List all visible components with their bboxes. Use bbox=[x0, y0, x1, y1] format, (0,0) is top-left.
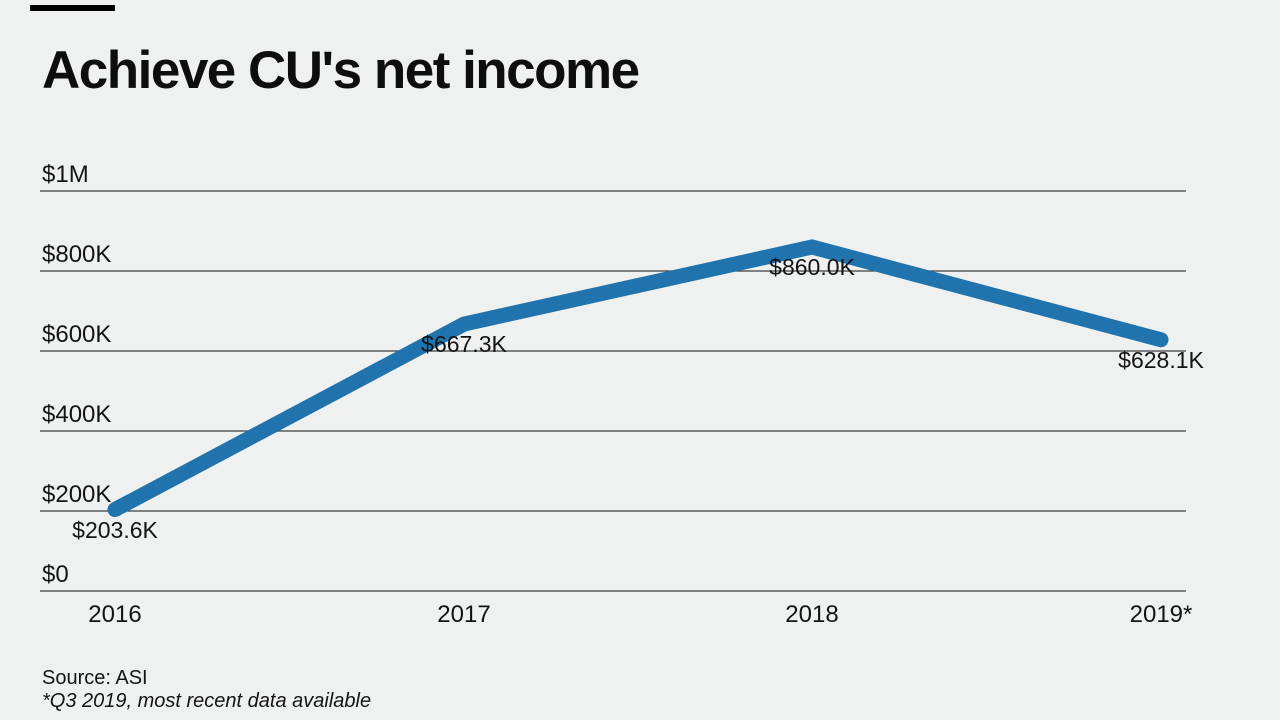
gridlines bbox=[40, 190, 1186, 592]
x-axis-label: 2019* bbox=[1129, 601, 1193, 628]
y-axis-label: $200K bbox=[42, 481, 112, 508]
y-axis-label: $0 bbox=[42, 561, 69, 588]
y-axis-label: $1M bbox=[42, 161, 89, 188]
y-axis-label: $600K bbox=[42, 321, 112, 348]
data-point-label: $667.3K bbox=[421, 331, 507, 358]
chart-title: Achieve CU's net income bbox=[42, 41, 640, 100]
y-axis-label: $800K bbox=[42, 241, 112, 268]
x-axis-label: 2016 bbox=[88, 601, 142, 628]
data-point-label: $203.6K bbox=[72, 516, 158, 543]
kicker-bar bbox=[30, 5, 115, 11]
y-axis-label: $400K bbox=[42, 401, 112, 428]
footnote-text: *Q3 2019, most recent data available bbox=[42, 690, 372, 712]
x-axis-label: 2017 bbox=[437, 601, 491, 628]
data-point-label: $628.1K bbox=[1118, 346, 1204, 373]
net-income-line bbox=[107, 239, 1169, 518]
x-axis-label: 2018 bbox=[785, 601, 839, 628]
source-text: Source: ASI bbox=[42, 667, 148, 689]
data-point-label: $860.0K bbox=[769, 254, 855, 280]
